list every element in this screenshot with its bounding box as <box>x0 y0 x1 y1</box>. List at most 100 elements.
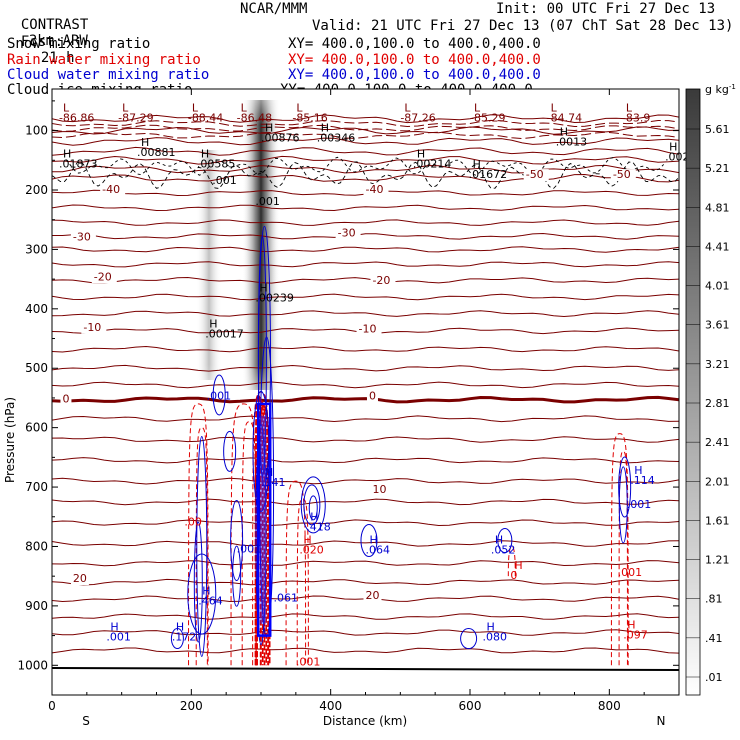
cloud-water-contour <box>193 521 203 643</box>
temp-contour-line <box>52 345 679 353</box>
x-tick-label: 200 <box>180 699 203 713</box>
contour-label: -50 <box>526 168 544 181</box>
x-tick-label: 800 <box>598 699 621 713</box>
rain-contour <box>241 421 257 666</box>
contour-label: -20 <box>372 274 390 287</box>
temp-contour-line <box>52 126 679 135</box>
extremum-marker: H <box>176 620 184 633</box>
temp-contour-line <box>52 457 679 464</box>
x-tick-label: 0 <box>48 699 56 713</box>
extremum-value: .001 <box>618 566 643 579</box>
cloud-water-contour <box>360 524 378 558</box>
south-label: S <box>82 714 90 728</box>
extremum-value: .00585 <box>197 157 236 170</box>
product-name: CONTRAST <box>20 17 89 33</box>
colorbar-label: 1.21 <box>705 554 730 567</box>
contour-label: -10 <box>359 323 377 336</box>
temp-contour-line <box>52 155 679 165</box>
contour-label: -30 <box>73 231 91 244</box>
extremum-marker: H <box>209 317 217 330</box>
field-xy-rain: XY= 400.0,100.0 to 400.0,400.0 <box>288 52 541 68</box>
field-xy-snow: XY= 400.0,100.0 to 400.0,400.0 <box>288 36 541 52</box>
contour-label-bg <box>60 393 72 406</box>
y-tick-label: 700 <box>25 480 48 494</box>
contour-label: 0 <box>369 390 376 403</box>
cloud-water-contour <box>303 484 321 526</box>
extremum-value: .001 <box>106 630 131 643</box>
contour-label-bg <box>81 321 107 334</box>
extremum-value: .00214 <box>413 157 452 170</box>
contour-label: -30 <box>338 226 356 239</box>
cloud-water-contour <box>187 553 217 635</box>
cloud-ice-contours <box>52 156 679 189</box>
contour-label-bg <box>70 573 89 586</box>
extremum-marker: H <box>417 147 425 160</box>
contour-label-bg <box>100 183 126 196</box>
extremum-value: .00876 <box>261 131 300 144</box>
extremum-value: .020 <box>299 544 324 557</box>
y-tick-label: 500 <box>25 361 48 375</box>
extremum-marker: H <box>259 282 267 295</box>
extremum-value: -85.16 <box>292 112 327 125</box>
extremum-marker: H <box>303 534 311 547</box>
temp-contour-line <box>52 137 679 146</box>
extremum-value: .141 <box>261 476 286 489</box>
extremum-value: .080 <box>483 630 508 643</box>
cloud-ice-contour <box>52 161 679 189</box>
extremum-value: .052 <box>491 544 516 557</box>
colorbar-label: 4.41 <box>705 240 730 253</box>
colorbar-label: 5.61 <box>705 123 730 136</box>
extremum-value: -86.86 <box>59 112 94 125</box>
extremum-marker: H <box>487 620 495 633</box>
contour-label-bg <box>366 390 378 403</box>
contour-label: 20 <box>73 572 87 585</box>
cloud-water-core <box>256 402 272 637</box>
colorbar-labels: 5.61 5.21 4.81 4.41 4.01 3.61 3.21 2.81 2.41 2.01… <box>686 123 730 684</box>
colorbar-label: 5.21 <box>705 162 730 175</box>
extremum-marker: H <box>265 466 273 479</box>
colorbar-unit: g kg-1 <box>705 83 736 96</box>
temp-contour-line <box>52 261 679 268</box>
y-axis-label: Pressure (hPa) <box>3 397 17 483</box>
extremum-marker: H <box>265 121 273 134</box>
y-tick-label: 800 <box>25 539 48 553</box>
fcst-value: 21 h <box>40 50 75 66</box>
cloud-water-core-fill <box>260 415 267 624</box>
extremum-value: .001 <box>237 542 262 555</box>
upper-dashed-contour <box>52 124 679 132</box>
y-tick-label: 300 <box>25 242 48 256</box>
contour-label-bg <box>335 227 361 240</box>
contour-label-bg <box>363 183 389 196</box>
temp-contour-line <box>52 164 679 174</box>
extremum-value: .00017 <box>205 327 244 340</box>
init-time: Init: 00 UTC Fri 27 Dec 13 <box>496 1 716 17</box>
extremum-marker: L <box>63 102 70 115</box>
contour-labels: -40 -40 -30 -30 -20 -20 -10 -10 0 0 10 20 20 -50 -50 <box>60 168 636 602</box>
extremum-value: -83.9 <box>622 112 650 125</box>
colorbar: g kg-1 5.61 5.21 4.81 4.41 4.01 3.61 3.21 2.81 2… <box>685 83 736 696</box>
colorbar-label: 2.01 <box>705 475 730 488</box>
extremum-marker: L <box>241 102 248 115</box>
cloud-water-contour <box>230 500 244 582</box>
rain-contour <box>296 498 309 666</box>
cloud-ice-contour <box>65 156 665 176</box>
contour-label-bg <box>356 323 382 336</box>
extremum-value: .001 <box>627 498 652 511</box>
x-tick-label: 400 <box>319 699 342 713</box>
cloud-water-contour <box>223 430 237 472</box>
y-tick-label: 100 <box>25 124 48 138</box>
contour-label: -50 <box>613 168 631 181</box>
extremum-value: .00 <box>184 516 202 529</box>
extremum-marker: L <box>626 102 633 115</box>
cloud-water-contour <box>497 528 513 554</box>
temp-contour-line <box>52 477 679 485</box>
extremum-value: .418 <box>306 520 331 533</box>
valid-time: Valid: 21 UTC Fri 27 Dec 13 (07 ChT Sat … <box>312 18 734 34</box>
contour-label-bg <box>70 231 96 244</box>
freezing-level-line <box>52 395 679 404</box>
extremum-value: .002 <box>665 150 690 163</box>
cloud-water-contour <box>259 336 275 638</box>
extremum-value: .00346 <box>317 131 356 144</box>
north-label: N <box>657 714 666 728</box>
contour-label-bg <box>363 589 382 602</box>
